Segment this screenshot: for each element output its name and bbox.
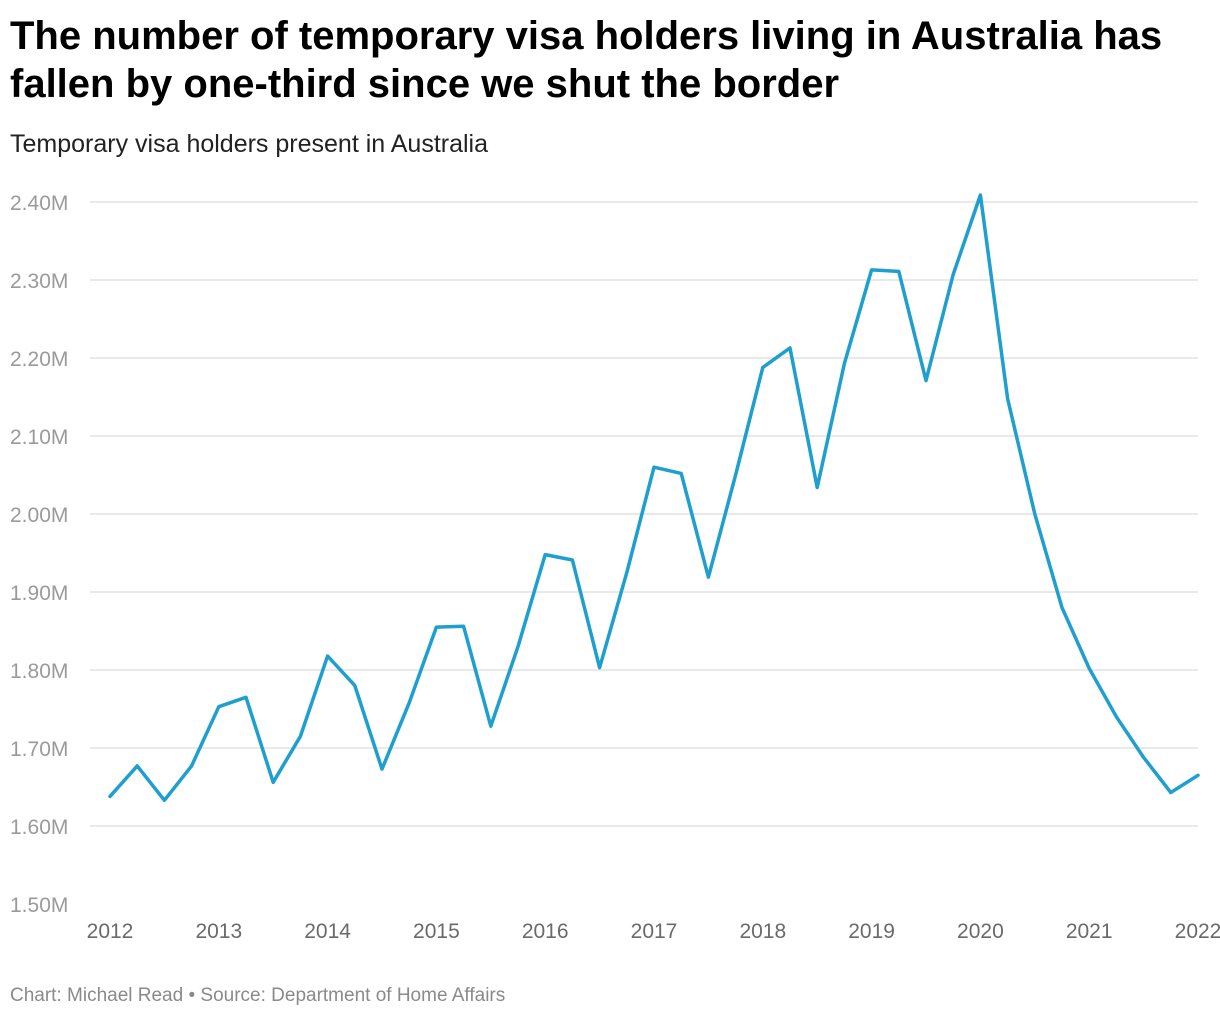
x-tick-label: 2015 — [413, 920, 460, 943]
y-tick-label: 1.80M — [10, 660, 68, 683]
y-tick-label: 2.40M — [10, 192, 68, 215]
x-tick-label: 2016 — [522, 920, 569, 943]
x-axis: 2012 2013 2014 2015 2016 2017 2018 2019 2020 2021… — [87, 920, 1220, 943]
series-line-0 — [108, 193, 1200, 803]
y-tick-label: 2.30M — [10, 270, 68, 293]
y-tick-label: 2.20M — [10, 348, 68, 371]
y-tick-label: 1.60M — [10, 816, 68, 839]
y-axis: 1.50M 1.60M 1.70M 1.80M 1.90M 2.00M 2.10M 2.20M… — [10, 192, 68, 917]
y-tick-label: 1.50M — [10, 894, 68, 917]
x-tick-label: 2013 — [195, 920, 242, 943]
y-tick-label: 1.90M — [10, 582, 68, 605]
x-tick-label: 2012 — [87, 920, 134, 943]
x-tick-label: 2017 — [631, 920, 678, 943]
y-tick-label: 1.70M — [10, 738, 68, 761]
x-tick-label: 2022 — [1175, 920, 1220, 943]
y-tick-label: 2.10M — [10, 426, 68, 449]
x-tick-label: 2014 — [304, 920, 351, 943]
x-tick-label: 2021 — [1066, 920, 1113, 943]
gridlines — [90, 201, 1198, 827]
x-tick-label: 2018 — [739, 920, 786, 943]
chart-credit: Chart: Michael Read • Source: Department… — [10, 985, 506, 1006]
x-tick-label: 2020 — [957, 920, 1004, 943]
series-layer — [108, 193, 1200, 803]
chart-subtitle: Temporary visa holders present in Austra… — [10, 130, 489, 158]
chart-title: The number of temporary visa holders liv… — [10, 14, 1163, 106]
x-tick-label: 2019 — [848, 920, 895, 943]
y-tick-label: 2.00M — [10, 504, 68, 527]
